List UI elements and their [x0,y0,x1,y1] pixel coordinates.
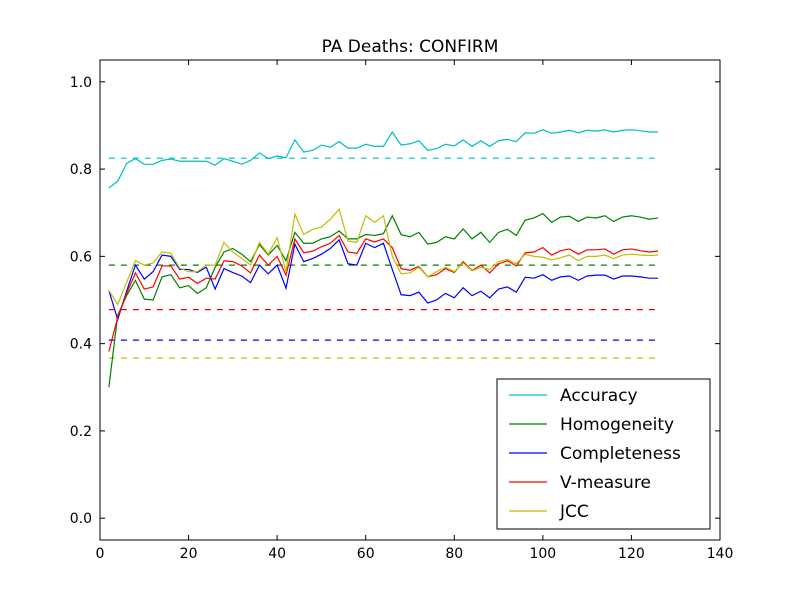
plot-inner [108,129,659,388]
y-tick-label: 0.2 [70,424,92,440]
x-tick-label: 40 [268,546,286,562]
plot-area [108,129,659,388]
series-line-jcc [108,208,659,306]
series-line-accuracy [108,129,658,189]
legend-box [496,378,711,530]
y-tick-label: 0.4 [70,337,92,353]
x-tick-label: 100 [529,546,556,562]
axes: 0 20 40 60 80 100 120 140 0.0 0.2 0.4 0.6 0.8 1.0 [70,59,734,562]
chart-title: PA Deaths: CONFIRM [322,37,499,57]
legend-label-jcc: JCC [559,502,589,522]
x-tick-label: 80 [445,546,463,562]
legend: Accuracy Homogeneity Completeness V-measure… [496,378,711,530]
legend-label-completeness: Completeness [560,444,681,464]
x-tick-label: 60 [357,546,375,562]
x-tick-label: 120 [618,546,645,562]
y-tick-label: 0.0 [70,511,92,527]
x-tick-label: 20 [180,546,198,562]
series-line-completeness [108,238,658,322]
axes-frame [99,59,721,541]
legend-label-accuracy: Accuracy [560,386,638,406]
x-tick-label: 0 [96,546,105,562]
legend-label-homogeneity: Homogeneity [560,415,674,435]
y-tick-label: 1.0 [70,75,92,91]
x-tick-label: 140 [707,546,734,562]
y-tick-label: 0.6 [70,249,92,265]
series-line-homogeneity [108,212,659,388]
series-line-v-measure [108,234,659,352]
y-tick-label: 0.8 [70,162,92,178]
legend-label-v-measure: V-measure [560,473,651,493]
